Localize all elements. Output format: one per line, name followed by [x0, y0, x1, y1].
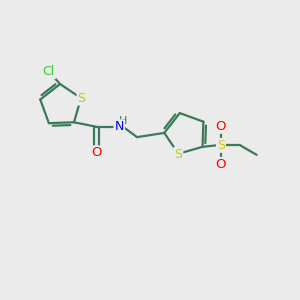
Text: N: N: [115, 120, 124, 133]
Text: S: S: [217, 139, 225, 152]
Text: Cl: Cl: [43, 65, 55, 78]
Text: H: H: [119, 116, 127, 126]
Text: O: O: [91, 146, 102, 159]
Text: O: O: [216, 120, 226, 133]
Text: S: S: [77, 92, 86, 105]
Text: O: O: [216, 158, 226, 171]
Text: S: S: [174, 148, 182, 161]
